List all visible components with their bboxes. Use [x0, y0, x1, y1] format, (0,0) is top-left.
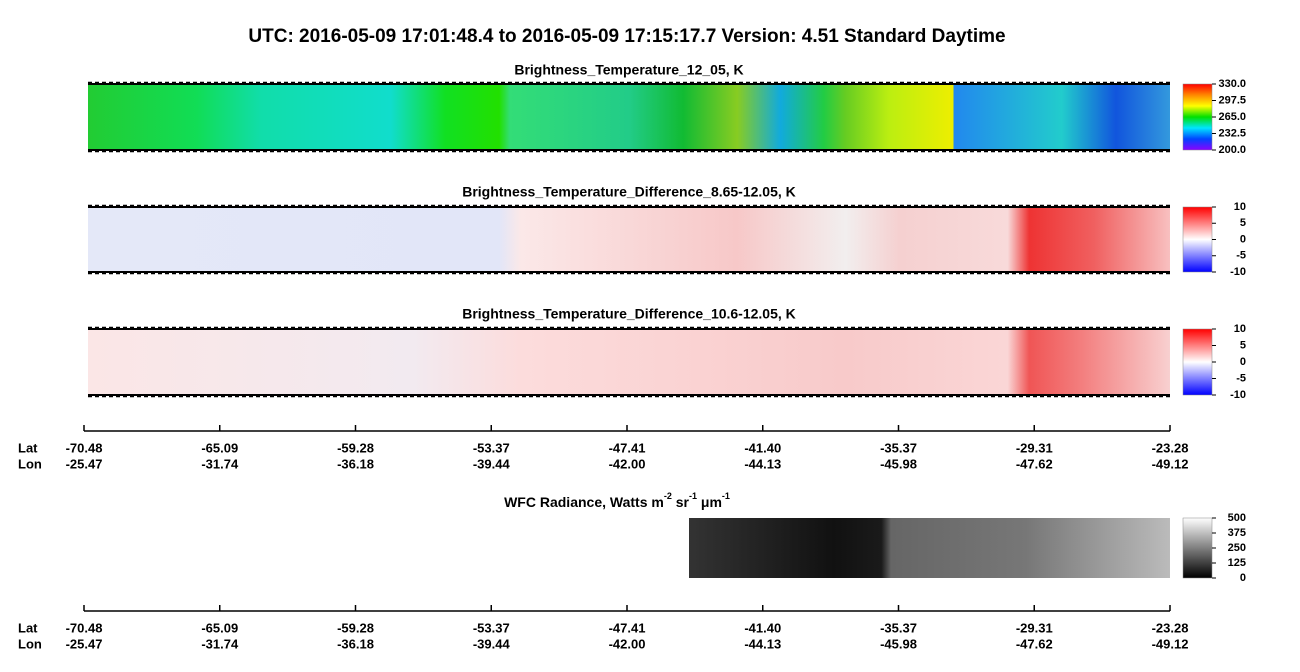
panel-title: WFC Radiance, Watts m-2 sr-1 μm-1 [504, 491, 730, 509]
lon-tick-label: -36.18 [337, 636, 374, 651]
lat-tick-label: -35.37 [880, 440, 917, 455]
colorbar-tick-label: -10 [1230, 266, 1246, 278]
title-part: sr [672, 494, 690, 510]
lat-axis-label: Lat [18, 620, 38, 635]
colorbar-tick-label: 232.5 [1218, 127, 1246, 139]
title-superscript: -2 [664, 491, 672, 501]
colorbar-tick-label: 265.0 [1218, 111, 1246, 123]
heatmap-image [88, 207, 1170, 272]
lon-tick-label: -25.47 [66, 636, 103, 651]
lon-tick-label: -49.12 [1152, 456, 1189, 471]
lat-tick-label: -65.09 [201, 620, 238, 635]
lat-tick-label: -70.48 [66, 440, 103, 455]
colorbar-tick-label: 0 [1240, 233, 1246, 245]
colorbar-tick-label: 200.0 [1218, 144, 1246, 156]
colorbar [1182, 517, 1213, 579]
lon-tick-label: -44.13 [744, 636, 781, 651]
lat-tick-label: -59.28 [337, 620, 374, 635]
title-superscript: -1 [722, 491, 730, 501]
colorbar-tick-label: 10 [1234, 201, 1246, 213]
colorbar-tick-label: 125 [1228, 557, 1246, 569]
lat-tick-label: -65.09 [201, 440, 238, 455]
heatmap-image [689, 518, 1170, 578]
lat-tick-label: -23.28 [1152, 440, 1189, 455]
lon-tick-label: -42.00 [609, 636, 646, 651]
colorbar-tick-label: 500 [1228, 512, 1246, 524]
lon-tick-label: -36.18 [337, 456, 374, 471]
lat-tick-label: -47.41 [609, 440, 646, 455]
lat-tick-label: -23.28 [1152, 620, 1189, 635]
lon-tick-label: -44.13 [744, 456, 781, 471]
lon-tick-label: -31.74 [201, 456, 239, 471]
heatmap-image [88, 329, 1170, 395]
lat-axis-label: Lat [18, 440, 38, 455]
colorbar-tick-label: 375 [1228, 527, 1246, 539]
lon-tick-label: -25.47 [66, 456, 103, 471]
lat-tick-label: -47.41 [609, 620, 646, 635]
lon-tick-label: -47.62 [1016, 636, 1053, 651]
lon-tick-label: -42.00 [609, 456, 646, 471]
colorbar-tick-label: 5 [1240, 339, 1246, 351]
colorbar-tick-label: -5 [1236, 250, 1246, 262]
lat-tick-label: -29.31 [1016, 620, 1053, 635]
panel-title: Brightness_Temperature_Difference_10.6-1… [462, 306, 796, 322]
title-part: WFC Radiance, Watts m [504, 494, 664, 510]
colorbar-tick-label: 10 [1234, 323, 1246, 335]
lat-tick-label: -35.37 [880, 620, 917, 635]
lat-tick-label: -29.31 [1016, 440, 1053, 455]
colorbar-tick-label: 297.5 [1218, 94, 1246, 106]
lat-tick-label: -70.48 [66, 620, 103, 635]
lon-tick-label: -49.12 [1152, 636, 1189, 651]
lat-tick-label: -53.37 [473, 440, 510, 455]
colorbar [1182, 206, 1213, 273]
lon-tick-label: -39.44 [473, 636, 511, 651]
colorbar [1182, 328, 1213, 396]
lon-axis-label: Lon [18, 636, 42, 651]
lon-axis-label: Lon [18, 456, 42, 471]
lon-tick-label: -47.62 [1016, 456, 1053, 471]
colorbar-tick-label: 330.0 [1218, 78, 1246, 90]
heatmap-image [88, 84, 1170, 150]
title-part: μm [697, 494, 722, 510]
colorbar-tick-label: -5 [1236, 372, 1246, 384]
colorbar-tick-label: 5 [1240, 217, 1246, 229]
panel-title: Brightness_Temperature_Difference_8.65-1… [462, 184, 796, 200]
lon-tick-label: -45.98 [880, 636, 917, 651]
title-superscript: -1 [689, 491, 697, 501]
figure-title: UTC: 2016-05-09 17:01:48.4 to 2016-05-09… [248, 26, 1005, 47]
lon-tick-label: -45.98 [880, 456, 917, 471]
colorbar [1182, 83, 1213, 151]
colorbar-tick-label: -10 [1230, 389, 1246, 401]
panel-title: Brightness_Temperature_12_05, K [514, 62, 743, 78]
lat-tick-label: -41.40 [744, 620, 781, 635]
lon-tick-label: -39.44 [473, 456, 511, 471]
colorbar-tick-label: 0 [1240, 356, 1246, 368]
colorbar-tick-label: 250 [1228, 542, 1246, 554]
lat-tick-label: -41.40 [744, 440, 781, 455]
lat-tick-label: -59.28 [337, 440, 374, 455]
lat-tick-label: -53.37 [473, 620, 510, 635]
lon-tick-label: -31.74 [201, 636, 239, 651]
colorbar-tick-label: 0 [1240, 572, 1246, 584]
